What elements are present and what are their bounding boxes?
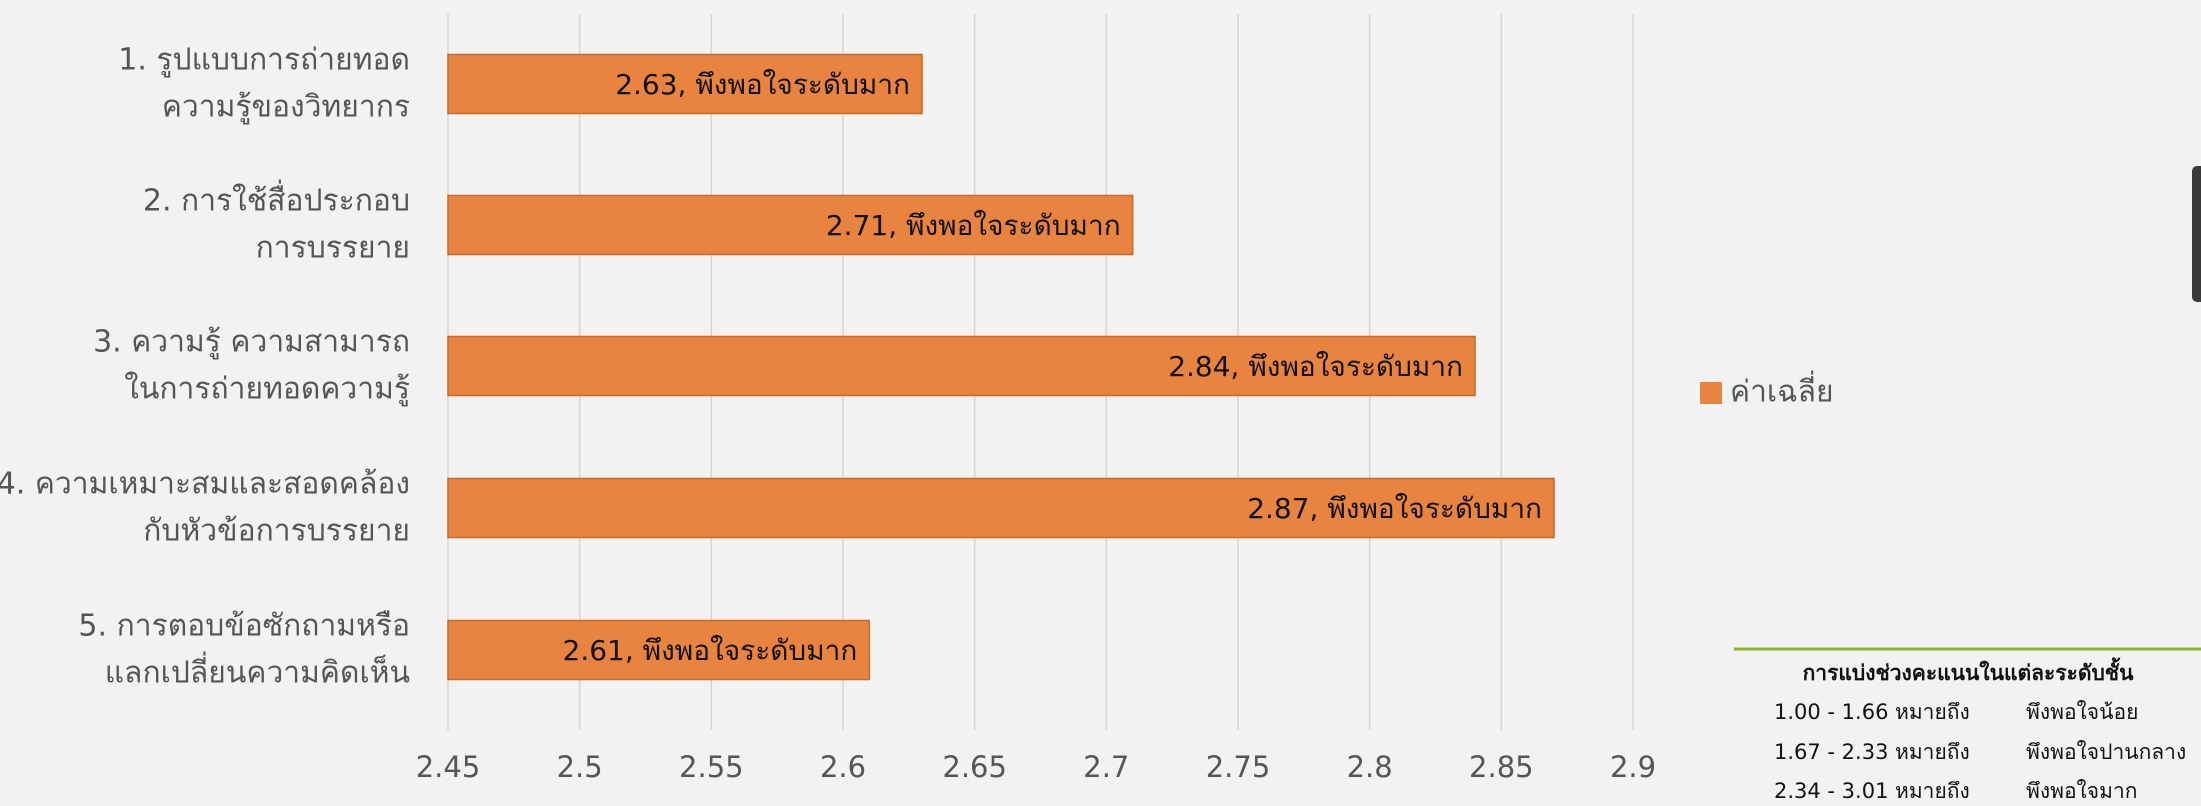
y-tick-label: ในการถ่ายทอดความรู้	[124, 372, 410, 407]
table-title: การแบ่งช่วงคะแนนในแต่ละระดับชั้น	[1803, 657, 2134, 685]
x-tick-label: 2.8	[1347, 750, 1393, 784]
legend-swatch	[1700, 382, 1722, 404]
y-tick-label: ความรู้ของวิทยากร	[162, 90, 410, 125]
bar	[447, 335, 1476, 397]
value-label: 2.63, พึงพอใจระดับมาก	[615, 68, 910, 101]
x-tick-label: 2.55	[679, 750, 744, 784]
y-tick-label: 4. ความเหมาะสมและสอดคล้อง	[0, 467, 410, 502]
bar	[447, 477, 1555, 539]
x-tick-label: 2.85	[1469, 750, 1534, 784]
table-cell: พึงพอใจปานกลาง	[2026, 740, 2186, 764]
y-tick-label: การบรรยาย	[256, 231, 410, 266]
x-tick-label: 2.65	[942, 750, 1007, 784]
y-tick-label: 5. การตอบข้อซักถามหรือ	[78, 609, 410, 644]
x-tick-label: 2.6	[820, 750, 866, 784]
bar	[447, 194, 1134, 256]
value-label: 2.61, พึงพอใจระดับมาก	[563, 634, 858, 667]
y-tick-label: 1. รูปแบบการถ่ายทอด	[118, 43, 410, 78]
table-cell: 1.67 - 2.33	[1774, 740, 1888, 764]
value-label: 2.71, พึงพอใจระดับมาก	[826, 209, 1121, 242]
x-tick-label: 2.7	[1083, 750, 1129, 784]
table-cell: หมายถึง	[1895, 779, 1970, 803]
table-cell: 1.00 - 1.66	[1774, 700, 1888, 724]
table-cell: พึงพอใจมาก	[2026, 779, 2137, 803]
x-tick-label: 2.75	[1206, 750, 1271, 784]
x-tick-label: 2.5	[557, 750, 603, 784]
table-cell: 2.34 - 3.01	[1774, 779, 1888, 803]
value-label: 2.84, พึงพอใจระดับมาก	[1168, 350, 1463, 383]
x-tick-label: 2.45	[416, 750, 481, 784]
x-tick-label: 2.9	[1610, 750, 1656, 784]
table-cell: หมายถึง	[1895, 700, 1970, 724]
y-tick-label: แลกเปลี่ยนความคิดเห็น	[105, 652, 410, 691]
side-widget	[2192, 166, 2201, 302]
value-label: 2.87, พึงพอใจระดับมาก	[1247, 492, 1542, 525]
y-tick-label: 3. ความรู้ ความสามารถ	[93, 325, 410, 360]
y-tick-label: 2. การใช้สื่อประกอบ	[143, 180, 410, 219]
bar	[447, 53, 923, 115]
legend-label: ค่าเฉลี่ย	[1730, 371, 1834, 410]
table-cell: พึงพอใจน้อย	[2026, 700, 2138, 724]
bar	[447, 619, 871, 681]
y-tick-label: กับหัวข้อการบรรยาย	[143, 514, 410, 549]
table-cell: หมายถึง	[1895, 740, 1970, 764]
